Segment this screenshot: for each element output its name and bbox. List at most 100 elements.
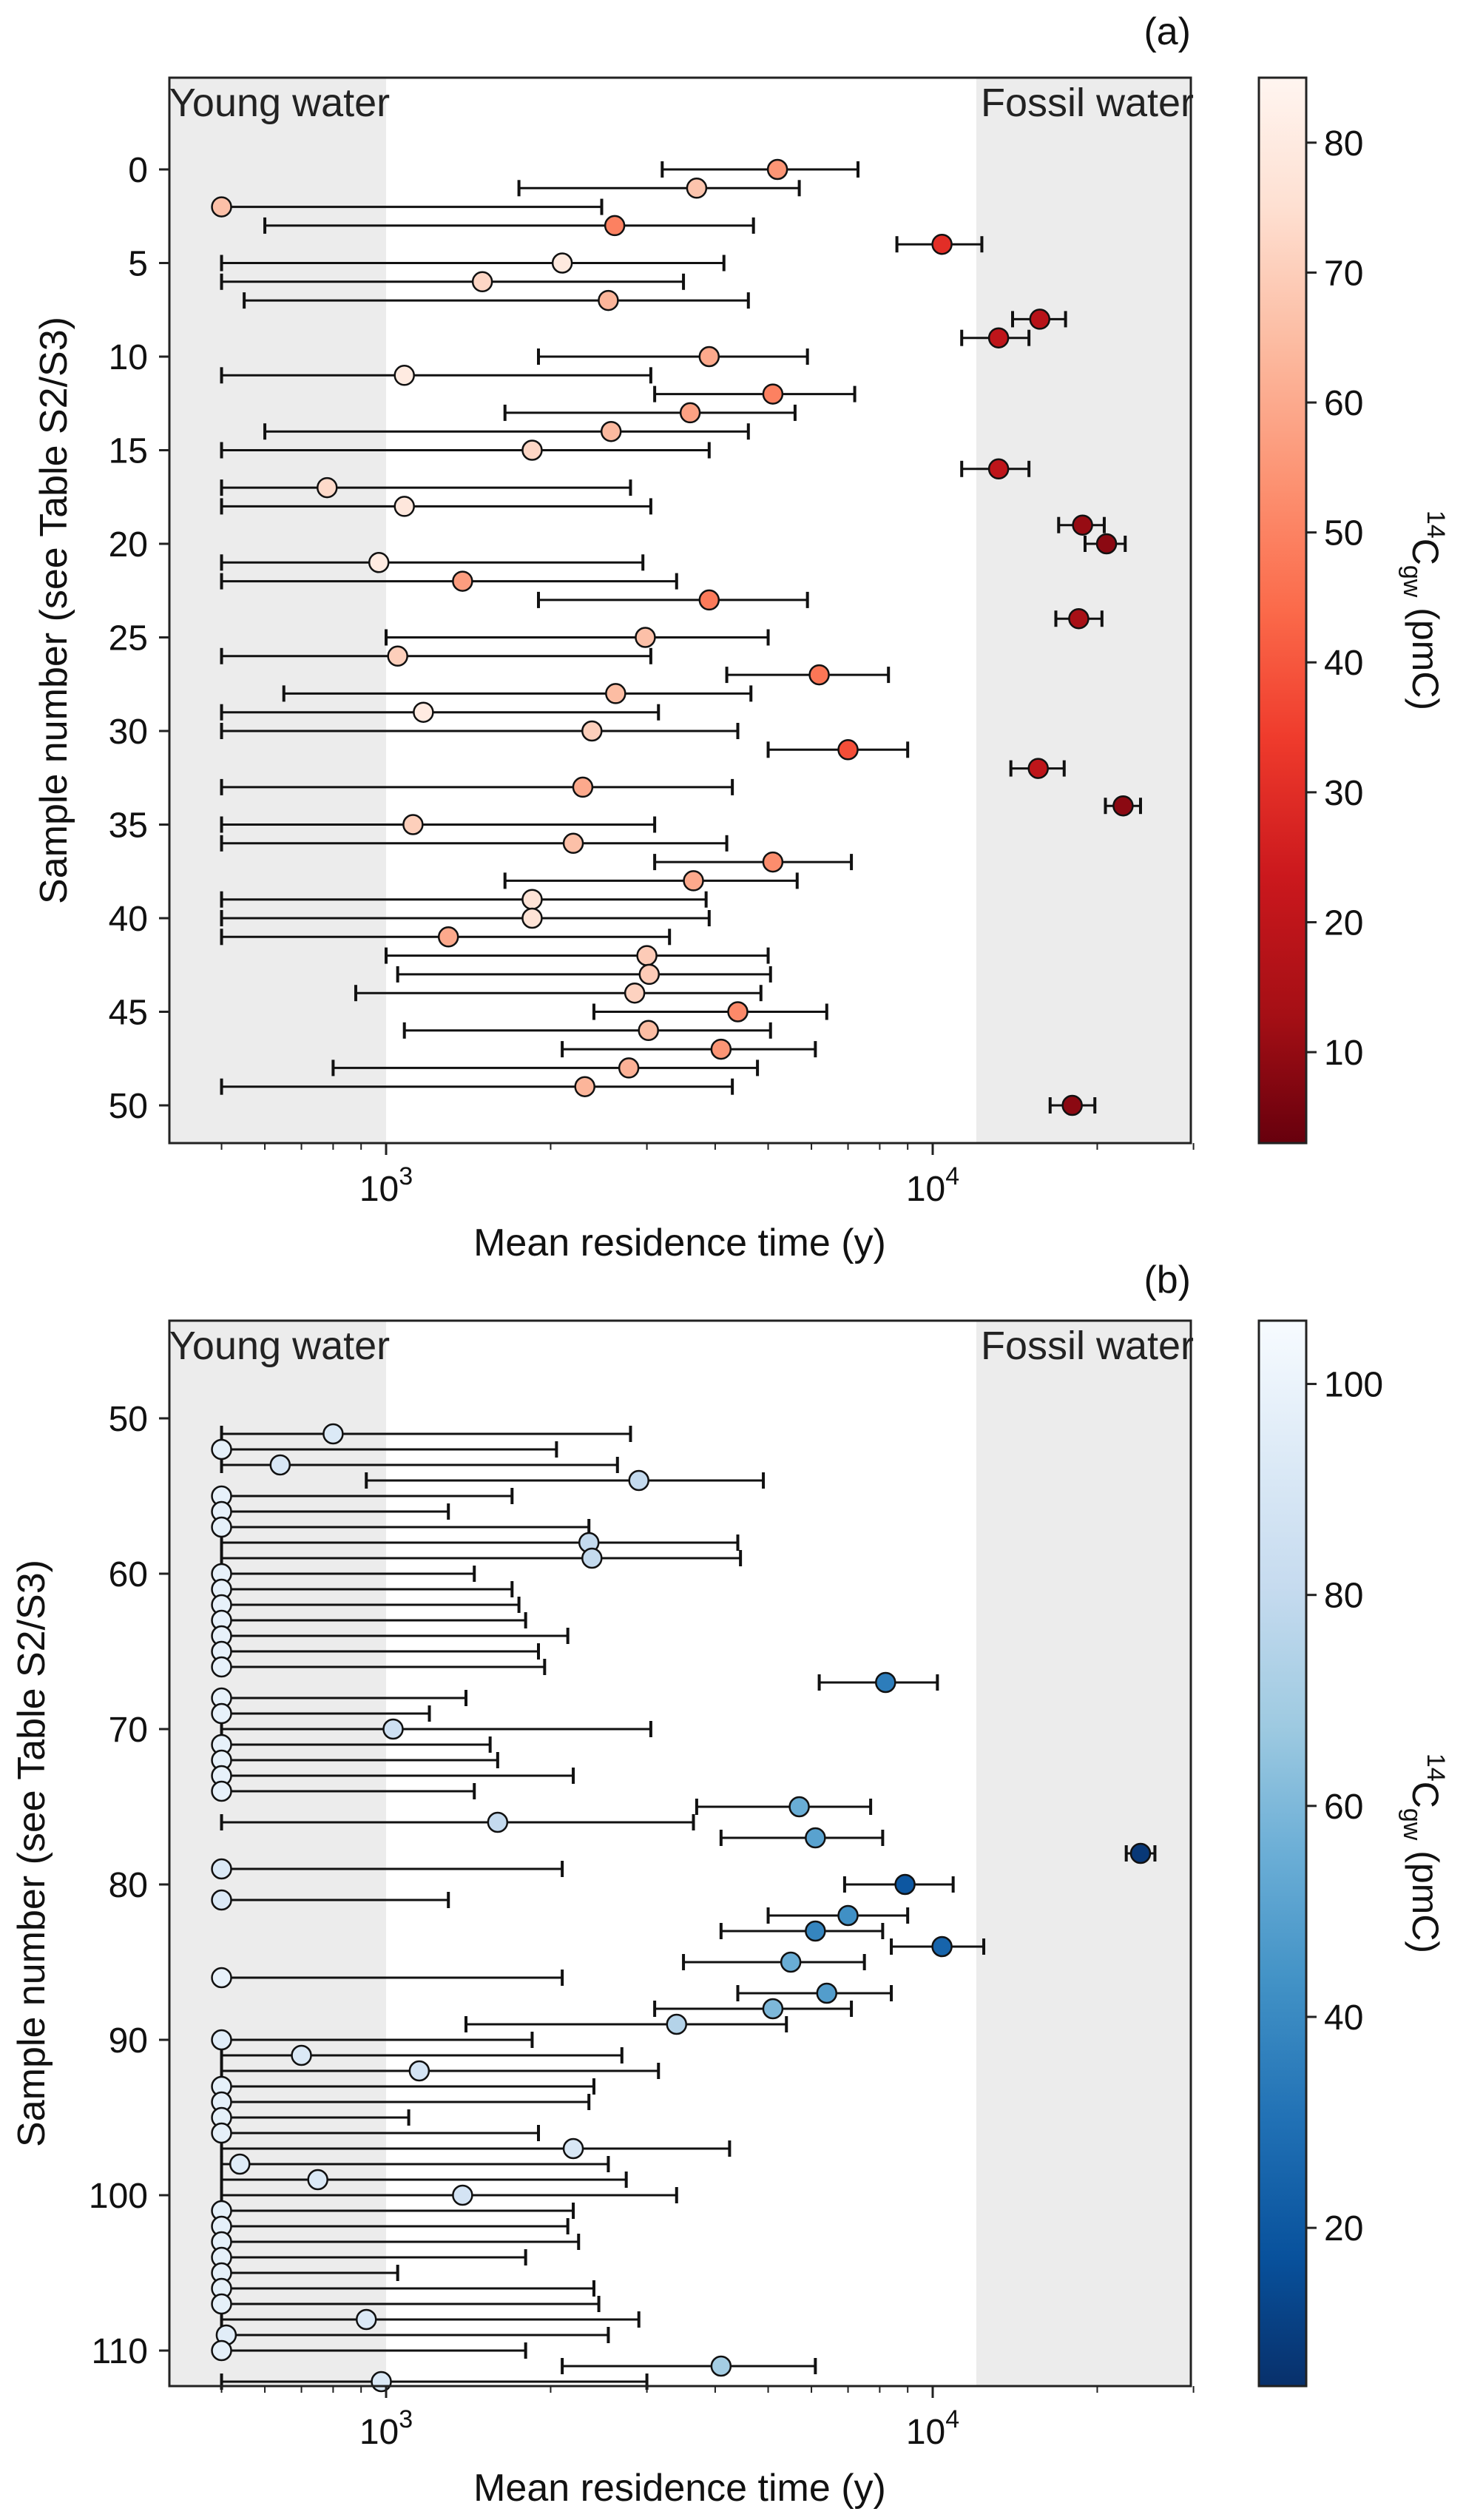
data-point <box>393 365 415 386</box>
colorbar-tick-label: 80 <box>1324 1577 1363 1616</box>
data-point <box>1129 1842 1152 1864</box>
data-point <box>875 1671 896 1694</box>
data-point <box>355 2308 377 2331</box>
data-point <box>452 570 473 592</box>
data-point <box>291 2044 312 2066</box>
fossil-water-label-b: Fossil water <box>981 1324 1194 1368</box>
data-point <box>618 1057 640 1079</box>
y-tick-label: 90 <box>109 2021 148 2061</box>
data-point <box>393 496 415 517</box>
y-tick-label: 40 <box>109 900 148 939</box>
colorbar-tick-label: 60 <box>1324 1788 1363 1827</box>
data-point <box>987 458 1010 480</box>
colorbar-tick-label: 20 <box>1324 2209 1363 2248</box>
data-point <box>211 2339 232 2362</box>
data-point <box>931 233 953 255</box>
data-point <box>710 2355 732 2377</box>
data-point <box>762 1998 784 2020</box>
data-point <box>211 2029 232 2051</box>
data-point <box>683 870 704 892</box>
colorbar-tick-label: 60 <box>1324 384 1363 423</box>
colorbar-tick-label: 30 <box>1324 774 1363 813</box>
data-point <box>408 2060 430 2082</box>
data-point <box>1061 1094 1083 1116</box>
data-point <box>894 1873 916 1896</box>
panel-a-label: (a) <box>1144 10 1191 53</box>
data-point <box>638 1020 659 1042</box>
young-water-region-b <box>169 1321 386 2386</box>
data-point <box>605 683 626 704</box>
data-point <box>437 926 459 948</box>
panel-a-colorbar-ticks: 10 20 30 40 50 60 70 80 <box>1306 124 1363 1073</box>
data-point <box>581 720 603 742</box>
colorbar-tick-label: 50 <box>1324 514 1363 553</box>
panel-a-tick-1e3: 103 <box>359 1162 413 1209</box>
colorbar-tick-label: 10 <box>1324 1034 1363 1073</box>
data-point <box>574 1076 595 1097</box>
y-tick-label: 50 <box>109 1400 148 1439</box>
panel-a-x-axis-title: Mean residence time (y) <box>473 1222 886 1264</box>
panel-a: (a) Young water Fossil water 0 5 10 15 20 25 3… <box>33 10 1450 1264</box>
panel-a-y-axis-title: Sample number (see Table S2/S3) <box>33 317 75 904</box>
colorbar-tick-label: 100 <box>1324 1366 1383 1405</box>
panel-b-frame <box>168 1319 1192 2388</box>
data-point <box>805 1920 826 1942</box>
data-point <box>317 476 338 499</box>
panel-b-tick-1e4: 104 <box>906 2405 959 2452</box>
panel-b-colorbar <box>1257 1319 1308 2388</box>
data-point <box>698 346 720 368</box>
panel-a-tick-1e4: 104 <box>906 1162 959 1209</box>
data-point <box>710 1038 732 1060</box>
y-tick-label: 35 <box>109 806 148 846</box>
data-point <box>788 1796 810 1818</box>
panel-b-x-axis-title: Mean residence time (y) <box>473 2467 886 2510</box>
data-point <box>211 1780 232 1802</box>
data-point <box>762 383 784 405</box>
panel-a-colorbar-title: 14Cgw (pmC) <box>1398 511 1450 710</box>
panel-a-x-ticks <box>220 1143 1195 1155</box>
y-tick-label: 5 <box>128 245 148 284</box>
data-point <box>211 1858 232 1880</box>
data-point <box>727 1001 749 1023</box>
panel-a-y-ticks: 0 5 10 15 20 25 30 35 40 45 50 <box>109 151 169 1126</box>
data-point <box>766 158 788 181</box>
young-water-label-b: Young water <box>169 1324 390 1368</box>
y-tick-label: 25 <box>109 619 148 658</box>
data-point <box>636 945 658 966</box>
y-tick-label: 20 <box>109 525 148 565</box>
data-point <box>562 2137 584 2160</box>
data-point <box>471 271 493 293</box>
data-point <box>521 889 543 910</box>
data-point <box>780 1951 802 1973</box>
data-point <box>413 701 434 723</box>
y-tick-label: 70 <box>109 1711 148 1750</box>
data-point <box>1068 607 1090 630</box>
data-point <box>211 1702 232 1725</box>
data-point <box>211 1656 232 1678</box>
y-tick-label: 0 <box>128 151 148 190</box>
data-point <box>816 1982 838 2004</box>
panel-b-label: (b) <box>1144 1259 1191 1301</box>
panel-a-colorbar <box>1257 76 1308 1145</box>
data-point <box>635 627 656 648</box>
data-point <box>521 907 543 929</box>
data-point <box>931 1936 953 1958</box>
data-point <box>666 2013 688 2035</box>
panel-b-colorbar-title: 14Cgw (pmC) <box>1398 1753 1450 1953</box>
data-point <box>581 1547 603 1569</box>
data-point <box>211 1438 232 1461</box>
y-tick-label: 100 <box>89 2177 148 2216</box>
data-point <box>211 1516 232 1538</box>
panel-b-x-ticks <box>220 2386 1195 2398</box>
data-point <box>402 814 424 835</box>
data-point <box>387 645 408 667</box>
data-point <box>808 664 830 686</box>
y-tick-label: 110 <box>91 2332 148 2371</box>
colorbar-tick-label: 20 <box>1324 903 1363 943</box>
panel-a-points <box>211 158 1134 1116</box>
colorbar-tick-label: 40 <box>1324 644 1363 683</box>
data-point <box>1095 533 1118 555</box>
data-point <box>211 196 232 218</box>
y-tick-label: 45 <box>109 994 148 1033</box>
